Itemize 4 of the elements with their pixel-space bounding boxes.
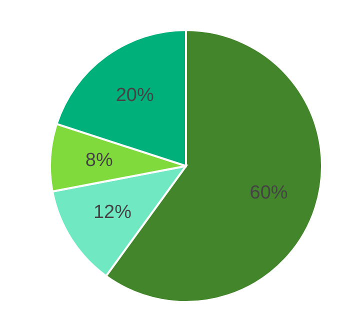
data-label: 20% xyxy=(116,85,154,106)
data-label: 12% xyxy=(93,202,132,224)
data-label: 60% xyxy=(250,182,288,204)
data-label: 8% xyxy=(85,150,113,172)
